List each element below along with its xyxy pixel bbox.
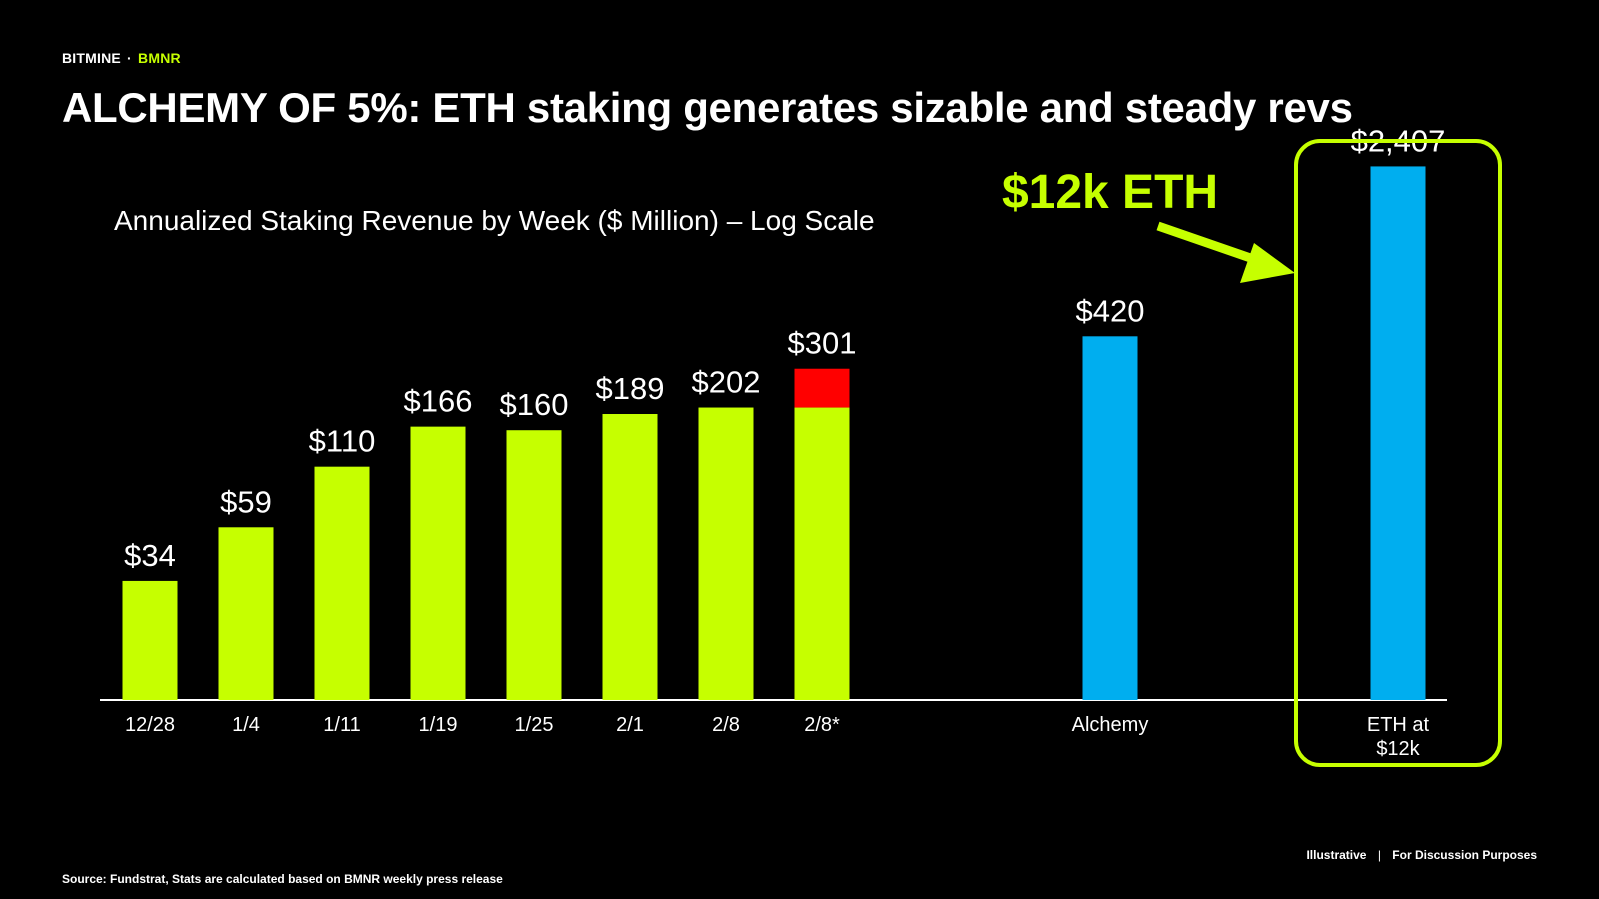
data-label-alchemy: $420 <box>1076 293 1145 328</box>
category-label-2-8: 2/8 <box>712 714 740 736</box>
footer-note-separator: | <box>1377 848 1381 862</box>
arrow-head <box>1240 243 1295 283</box>
bar-1-11 <box>314 466 370 700</box>
chart-title: Annualized Staking Revenue by Week ($ Mi… <box>114 205 875 236</box>
bar-2-8 <box>698 407 754 700</box>
category-label-eth-at-12k-line-2: $12k <box>1376 738 1420 760</box>
category-label-1-11: 1/11 <box>323 714 360 736</box>
page-title: ALCHEMY OF 5%: ETH staking generates siz… <box>62 84 1353 131</box>
footer-note: Illustrative | For Discussion Purposes <box>1306 848 1537 862</box>
bar-2-8-increment <box>794 368 850 408</box>
bar-eth-at-12k <box>1370 166 1426 700</box>
data-label-2-8: $301 <box>788 326 857 361</box>
bar-alchemy <box>1082 336 1138 700</box>
category-label-1-19: 1/19 <box>419 714 458 736</box>
category-label-alchemy: Alchemy <box>1072 714 1149 736</box>
brand-name: BITMINE <box>62 50 121 66</box>
footer-note-illustrative: Illustrative <box>1306 848 1367 862</box>
category-label-12-28: 12/28 <box>125 714 175 736</box>
category-label-2-1: 2/1 <box>616 714 644 736</box>
brand-separator: · <box>127 50 132 66</box>
bar-1-4 <box>218 527 274 700</box>
data-label-1-25: $160 <box>500 387 569 422</box>
data-label-2-8: $202 <box>692 365 761 400</box>
data-label-1-4: $59 <box>220 484 272 519</box>
bar-1-25 <box>506 430 562 700</box>
data-label-1-11: $110 <box>309 424 376 459</box>
bar-1-19 <box>410 426 466 700</box>
arrow-shaft <box>1156 221 1264 267</box>
category-label-1-4: 1/4 <box>232 714 260 736</box>
data-label-1-19: $166 <box>404 384 473 419</box>
bar-12-28 <box>122 580 178 700</box>
footer-source: Source: Fundstrat, Stats are calculated … <box>62 872 503 886</box>
footer-note-discussion: For Discussion Purposes <box>1392 848 1537 862</box>
bar-2-1 <box>602 414 658 700</box>
brand-ticker: BMNR <box>138 50 181 66</box>
brand: BITMINE · BMNR <box>62 50 181 66</box>
highlight-box <box>1294 139 1502 767</box>
annotation-label: $12k ETH <box>1002 166 1218 219</box>
bar-2-8-base <box>794 407 850 700</box>
category-label-2-8: 2/8* <box>804 714 840 736</box>
data-label-2-1: $189 <box>596 371 665 406</box>
data-label-12-28: $34 <box>124 538 176 573</box>
category-label-eth-at-12k-line-1: ETH at <box>1367 714 1430 736</box>
category-label-1-25: 1/25 <box>515 714 554 736</box>
